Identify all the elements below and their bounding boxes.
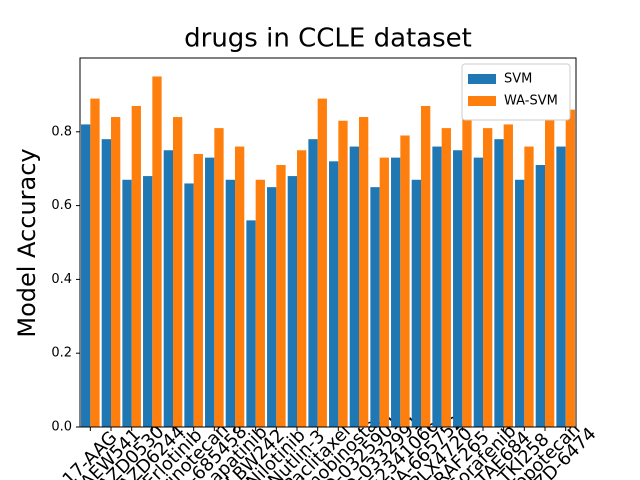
bar — [101, 139, 111, 427]
bar — [152, 76, 162, 427]
bar — [131, 105, 141, 427]
y-tick-label: 0.8 — [51, 124, 72, 139]
y-tick-label: 0.2 — [51, 346, 72, 361]
bar — [267, 187, 277, 427]
bar — [329, 161, 339, 427]
legend-label: WA-SVM — [504, 94, 558, 109]
y-axis-label: Model Accuracy — [13, 148, 41, 337]
bar — [379, 157, 389, 427]
bar — [90, 98, 100, 427]
bar — [411, 179, 421, 427]
axes-frame — [79, 57, 577, 428]
bar — [515, 179, 525, 427]
bar — [214, 128, 224, 428]
legend-swatch — [468, 74, 496, 84]
bar — [473, 157, 483, 427]
bar — [184, 183, 194, 427]
legend: SVM WA-SVM — [461, 63, 571, 121]
bar — [432, 146, 442, 427]
bar — [453, 150, 463, 427]
bar — [338, 120, 348, 427]
bar — [193, 153, 203, 427]
bar — [349, 146, 359, 427]
bar — [391, 157, 401, 427]
bar — [441, 128, 451, 428]
chart-title: drugs in CCLE dataset — [184, 24, 472, 54]
bar — [494, 139, 504, 427]
bar — [173, 117, 183, 427]
bar — [483, 128, 493, 428]
bar — [524, 146, 534, 427]
bar — [225, 179, 235, 427]
bar — [163, 150, 173, 427]
bar — [81, 124, 91, 428]
legend-label: SVM — [504, 72, 532, 87]
bar — [317, 98, 327, 427]
legend-swatch — [468, 96, 496, 106]
bar — [308, 139, 318, 427]
bar — [287, 176, 297, 427]
bar — [276, 165, 286, 427]
bar — [111, 117, 121, 427]
bar — [503, 124, 513, 428]
y-tick-label: 0.4 — [51, 272, 72, 287]
bar — [556, 146, 566, 427]
bar — [235, 146, 245, 427]
y-tick-label: 0.0 — [51, 420, 72, 435]
bar — [370, 187, 380, 427]
bar — [297, 150, 307, 427]
bar — [143, 176, 153, 427]
y-tick-label: 0.6 — [51, 198, 72, 213]
bar — [122, 179, 132, 427]
bar — [421, 105, 431, 427]
bar — [255, 179, 265, 427]
bar — [400, 135, 410, 428]
bar — [359, 117, 369, 427]
bar — [246, 220, 256, 427]
bar — [462, 117, 472, 427]
bar — [545, 117, 555, 427]
bar — [535, 165, 545, 427]
bar — [565, 109, 575, 427]
bar — [205, 157, 215, 427]
